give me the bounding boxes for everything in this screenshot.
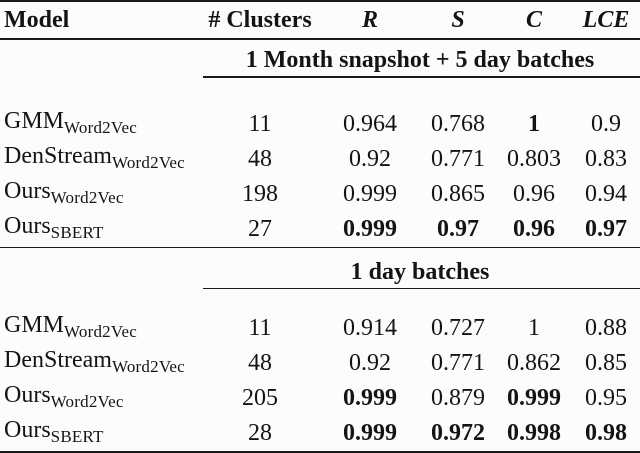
cell-r: 0.92 — [349, 350, 391, 376]
model-name: GMM — [4, 312, 65, 338]
col-header-model: Model — [4, 7, 70, 33]
model-name: Ours — [4, 417, 51, 443]
cell-r: 0.999 — [343, 420, 397, 446]
table-row: OursSBERT 27 0.999 0.97 0.96 0.97 — [0, 211, 640, 248]
model-name: Ours — [4, 177, 51, 204]
model-name: GMM — [4, 107, 65, 134]
cell-lce: 0.95 — [585, 385, 627, 411]
cell-r: 0.999 — [343, 180, 397, 207]
model-subscript: SBERT — [50, 427, 104, 446]
cell-c: 0.803 — [507, 145, 561, 172]
cell-s: 0.768 — [431, 110, 485, 137]
model-subscript: Word2Vec — [64, 322, 137, 341]
cell-c: 0.999 — [507, 385, 561, 411]
cell-r: 0.92 — [349, 145, 391, 172]
cell-s: 0.972 — [431, 420, 485, 446]
cell-r: 0.914 — [343, 315, 397, 341]
model-subscript: Word2Vec — [111, 152, 185, 172]
cell-s: 0.771 — [431, 145, 485, 172]
cell-s: 0.865 — [431, 180, 485, 207]
table-row: OursWord2Vec 198 0.999 0.865 0.96 0.94 — [0, 177, 640, 212]
col-header-s: S — [451, 7, 465, 33]
table-row: OursSBERT 28 0.999 0.972 0.998 0.98 — [0, 416, 640, 452]
model-subscript: Word2Vec — [64, 117, 137, 137]
col-header-clusters: # Clusters — [208, 7, 312, 33]
cell-clusters: 48 — [248, 350, 272, 376]
model-subscript: SBERT — [50, 222, 104, 242]
cell-c: 0.96 — [496, 211, 572, 248]
table-row: DenStreamWord2Vec 48 0.92 0.771 0.862 0.… — [0, 346, 640, 381]
section-underline — [203, 76, 640, 78]
section-band: 1 day batches — [0, 247, 640, 289]
model-cell: DenStreamWord2Vec — [0, 142, 200, 177]
model-cell: OursSBERT — [0, 416, 200, 452]
cell-lce: 0.9 — [591, 110, 621, 137]
section-band: 1 Month snapshot + 5 day batches — [0, 39, 640, 78]
cell-clusters: 205 — [242, 385, 278, 411]
cell-c: 0.96 — [513, 180, 555, 207]
model-subscript: Word2Vec — [50, 392, 124, 411]
model-name: Ours — [4, 382, 51, 408]
table-row: GMMWord2Vec 11 0.964 0.768 1 0.9 — [0, 107, 640, 142]
section-header-row: 1 day batches — [0, 247, 640, 289]
cell-clusters: 28 — [248, 420, 272, 446]
cell-lce: 0.94 — [585, 180, 627, 207]
cell-c: 0.998 — [507, 420, 561, 446]
cell-clusters: 11 — [248, 315, 272, 341]
cell-clusters: 11 — [248, 110, 272, 137]
cell-r: 0.964 — [343, 110, 397, 137]
table-row: GMMWord2Vec 11 0.914 0.727 1 0.88 — [0, 311, 640, 346]
col-header-r: R — [361, 7, 378, 33]
cell-r: 0.999 — [343, 385, 397, 411]
model-name: DenStream — [4, 347, 112, 373]
model-cell: DenStreamWord2Vec — [0, 346, 200, 381]
cell-r: 0.999 — [320, 211, 420, 248]
cell-s: 0.771 — [431, 350, 485, 376]
section-title: 1 Month snapshot + 5 day batches — [245, 47, 595, 73]
cell-clusters: 27 — [200, 211, 320, 248]
section-header-row: 1 Month snapshot + 5 day batches — [0, 39, 640, 78]
spacer-row — [0, 289, 640, 311]
model-cell: OursWord2Vec — [0, 177, 200, 212]
cell-lce: 0.88 — [585, 315, 627, 341]
cell-s: 0.879 — [431, 385, 485, 411]
model-name: DenStream — [4, 142, 112, 169]
section-title: 1 day batches — [350, 258, 490, 285]
model-subscript: Word2Vec — [50, 187, 124, 207]
col-header-lce: LCE — [582, 7, 630, 33]
col-header-c: C — [525, 7, 542, 33]
cell-lce: 0.85 — [585, 350, 627, 376]
model-cell: GMMWord2Vec — [0, 311, 200, 346]
model-cell: OursSBERT — [0, 211, 200, 248]
cell-s: 0.727 — [431, 315, 485, 341]
header-row: Model # Clusters R S C LCE — [0, 1, 640, 39]
cell-s: 0.97 — [420, 211, 496, 248]
table-row: OursWord2Vec 205 0.999 0.879 0.999 0.95 — [0, 381, 640, 416]
model-cell: GMMWord2Vec — [0, 107, 200, 142]
cell-lce: 0.97 — [572, 211, 640, 248]
cell-c: 1 — [528, 110, 540, 137]
cell-lce: 0.83 — [585, 145, 627, 172]
cell-clusters: 198 — [242, 180, 278, 207]
table-row: DenStreamWord2Vec 48 0.92 0.771 0.803 0.… — [0, 142, 640, 177]
cell-clusters: 48 — [248, 145, 272, 172]
cell-c: 1 — [528, 315, 540, 341]
section-underline — [203, 287, 640, 289]
cell-c: 0.862 — [507, 350, 561, 376]
cell-lce: 0.98 — [585, 420, 627, 446]
spacer-row — [0, 78, 640, 107]
model-subscript: Word2Vec — [111, 357, 185, 376]
model-name: Ours — [4, 212, 51, 239]
model-cell: OursWord2Vec — [0, 381, 200, 416]
